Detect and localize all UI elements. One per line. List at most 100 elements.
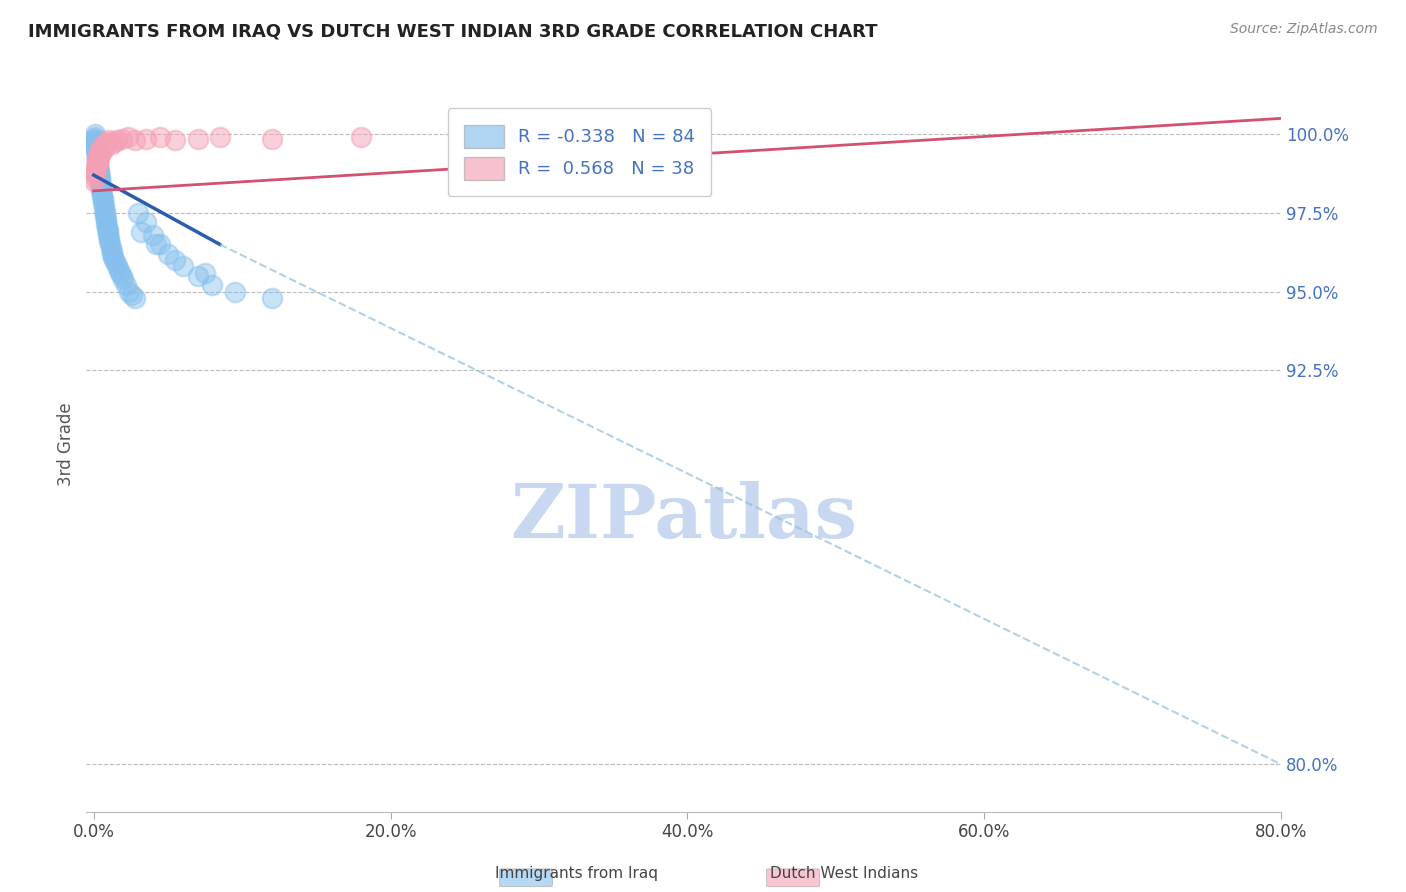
- Point: [89, 168, 111, 182]
- Point: [260, 291, 283, 305]
- Point: [91, 188, 114, 202]
- Point: [96, 219, 118, 233]
- Point: [84, 159, 107, 173]
- Point: [121, 288, 143, 302]
- Point: [86, 155, 108, 169]
- Point: [86, 151, 108, 165]
- Point: [94, 214, 117, 228]
- Point: [208, 130, 231, 145]
- Point: [90, 186, 112, 201]
- Point: [84, 165, 107, 179]
- Text: IMMIGRANTS FROM IRAQ VS DUTCH WEST INDIAN 3RD GRADE CORRELATION CHART: IMMIGRANTS FROM IRAQ VS DUTCH WEST INDIA…: [28, 22, 877, 40]
- Point: [111, 268, 134, 283]
- Point: [107, 260, 129, 274]
- Point: [350, 130, 373, 145]
- Point: [84, 161, 107, 176]
- Point: [224, 285, 246, 299]
- Point: [96, 135, 118, 149]
- Point: [89, 143, 111, 157]
- Point: [97, 227, 120, 242]
- Point: [165, 133, 187, 147]
- Text: Immigrants from Iraq: Immigrants from Iraq: [495, 866, 658, 881]
- Point: [83, 132, 105, 146]
- Y-axis label: 3rd Grade: 3rd Grade: [58, 402, 75, 486]
- Point: [93, 198, 115, 212]
- Point: [94, 209, 117, 223]
- Point: [87, 157, 110, 171]
- Text: Source: ZipAtlas.com: Source: ZipAtlas.com: [1230, 22, 1378, 37]
- Point: [100, 244, 122, 258]
- Point: [86, 149, 108, 163]
- Point: [93, 143, 115, 157]
- Point: [84, 136, 107, 151]
- Point: [103, 253, 125, 268]
- Point: [149, 130, 172, 145]
- Text: ZIPatlas: ZIPatlas: [510, 482, 858, 555]
- Point: [96, 223, 118, 237]
- Point: [142, 227, 165, 242]
- Point: [90, 179, 112, 194]
- Point: [84, 135, 107, 149]
- Point: [124, 291, 146, 305]
- Point: [86, 146, 108, 161]
- Legend: R = -0.338   N = 84, R =  0.568   N = 38: R = -0.338 N = 84, R = 0.568 N = 38: [447, 109, 711, 196]
- Point: [97, 133, 120, 147]
- Point: [87, 155, 110, 169]
- Point: [97, 227, 120, 241]
- Point: [83, 130, 105, 145]
- Point: [101, 250, 124, 264]
- Point: [84, 133, 107, 147]
- Point: [89, 174, 111, 188]
- Point: [112, 272, 135, 286]
- Point: [83, 127, 105, 141]
- Point: [84, 138, 107, 153]
- Point: [87, 159, 110, 173]
- Point: [94, 212, 117, 227]
- Point: [118, 285, 141, 299]
- Point: [89, 169, 111, 184]
- Point: [87, 165, 110, 179]
- Point: [90, 182, 112, 196]
- Point: [129, 225, 152, 239]
- Point: [86, 153, 108, 167]
- Point: [108, 262, 131, 277]
- Point: [86, 147, 108, 161]
- Point: [93, 204, 115, 219]
- Point: [87, 146, 110, 161]
- Point: [86, 153, 108, 168]
- Point: [96, 221, 118, 235]
- Point: [84, 143, 107, 157]
- Point: [87, 153, 110, 167]
- Text: Dutch West Indians: Dutch West Indians: [769, 866, 918, 881]
- Point: [89, 173, 111, 187]
- Point: [84, 168, 107, 182]
- Point: [156, 247, 179, 261]
- Point: [124, 133, 146, 147]
- Point: [87, 155, 110, 169]
- Point: [86, 145, 108, 159]
- Point: [87, 163, 110, 178]
- Point: [87, 167, 110, 181]
- Point: [145, 237, 167, 252]
- Point: [187, 268, 209, 283]
- Point: [90, 141, 112, 155]
- Point: [172, 260, 194, 274]
- Point: [103, 135, 125, 149]
- Point: [110, 266, 132, 280]
- Point: [84, 141, 107, 155]
- Point: [91, 194, 114, 208]
- Point: [83, 174, 105, 188]
- Point: [87, 149, 110, 163]
- Point: [165, 253, 187, 268]
- Point: [83, 171, 105, 186]
- Point: [98, 234, 121, 248]
- Point: [101, 247, 124, 261]
- Point: [89, 149, 111, 163]
- Point: [94, 207, 117, 221]
- Point: [91, 192, 114, 206]
- Point: [107, 133, 129, 147]
- Point: [89, 178, 111, 192]
- FancyBboxPatch shape: [766, 869, 820, 887]
- FancyBboxPatch shape: [499, 869, 553, 887]
- Point: [86, 153, 108, 167]
